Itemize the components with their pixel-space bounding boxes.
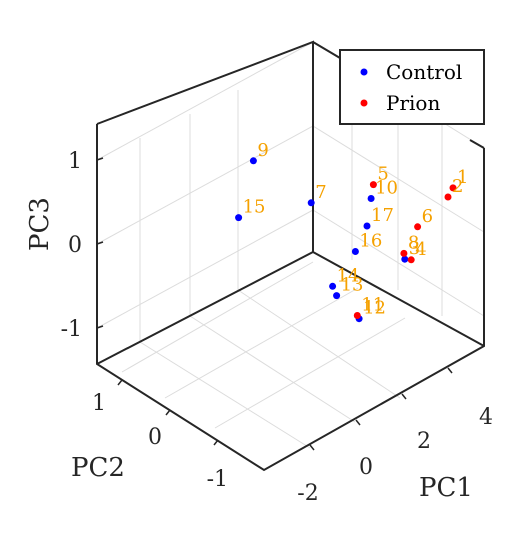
- z-tick-label: -1: [61, 317, 82, 342]
- data-point-control-17: [363, 222, 371, 230]
- data-point-control-15: [235, 214, 243, 222]
- data-point-prion-4: [407, 256, 415, 264]
- data-point-control-10: [367, 195, 375, 202]
- legend-box: [339, 49, 485, 125]
- z-axis-label: PC3: [25, 197, 55, 251]
- point-label-6: 6: [422, 206, 433, 227]
- point-label-17: 17: [371, 205, 394, 226]
- data-point-prion-6: [414, 223, 422, 231]
- point-label-9: 9: [257, 140, 268, 161]
- x-tick-label: 2: [417, 429, 431, 454]
- data-point-control-13: [333, 292, 341, 300]
- data-point-control-9: [249, 157, 257, 165]
- x-axis-label: PC1: [419, 473, 473, 503]
- point-label-8: 8: [408, 232, 419, 253]
- data-point-control-14: [329, 282, 337, 290]
- data-point-prion-8: [400, 249, 408, 257]
- legend: Control Prion: [339, 49, 485, 125]
- data-point-control-16: [351, 248, 359, 255]
- y-tick-label: 0: [148, 425, 162, 450]
- point-label-4: 4: [415, 239, 426, 260]
- y-axis-label: PC2: [71, 453, 125, 483]
- point-label-10: 10: [375, 178, 398, 199]
- data-point-prion-1: [449, 184, 457, 192]
- point-label-16: 16: [359, 231, 382, 252]
- point-label-5: 5: [377, 164, 388, 185]
- back-wall-grid: [96, 41, 485, 449]
- point-label-12: 12: [363, 298, 386, 319]
- legend-label-prion: Prion: [386, 91, 440, 115]
- z-tick-label: 1: [68, 149, 82, 174]
- axes-frame: [96, 40, 485, 472]
- y-tick-label: -1: [207, 467, 228, 492]
- z-tick-label: 0: [68, 233, 82, 258]
- data-point-prion-5: [369, 181, 377, 189]
- data-point-prion-2: [444, 193, 452, 201]
- point-label-7: 7: [315, 182, 326, 203]
- y-tick-label: 1: [92, 391, 106, 416]
- legend-label-control: Control: [386, 60, 462, 84]
- point-label-11: 11: [361, 295, 384, 316]
- point-label-13: 13: [341, 275, 364, 296]
- legend-marker-prion: [360, 99, 368, 107]
- point-label-14: 14: [337, 265, 360, 286]
- x-tick-label: 4: [479, 405, 493, 430]
- x-tick-label: 0: [359, 455, 373, 480]
- point-label-2: 2: [452, 176, 463, 197]
- point-label-1: 1: [457, 167, 468, 188]
- tick-marks: [96, 157, 453, 451]
- x-tick-label: -2: [297, 481, 318, 506]
- legend-marker-control: [360, 68, 368, 76]
- point-label-15: 15: [243, 197, 266, 218]
- point-label-3: 3: [409, 238, 420, 259]
- data-point-control-7: [307, 199, 315, 207]
- data-point-prion-11: [353, 312, 361, 319]
- data-point-control-3: [401, 255, 409, 263]
